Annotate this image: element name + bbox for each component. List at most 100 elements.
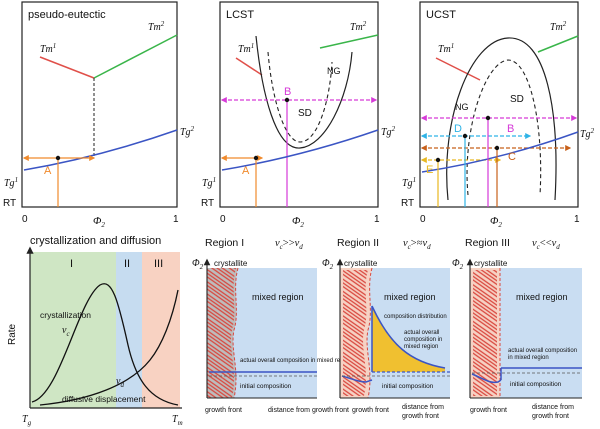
rate-diffusive-label: diffusive displacement <box>62 394 146 404</box>
panel1-tm1-label: Tm1 <box>40 42 56 55</box>
region1-growth-front: growth front <box>205 407 242 414</box>
region3-distance-2: growth front <box>532 413 569 420</box>
panel2-rt-label: RT <box>201 198 214 209</box>
region3-mixed-label: mixed region <box>516 292 568 302</box>
region3-crystallite-hatch <box>473 270 497 396</box>
panel-pseudo-eutectic: pseudo-eutectic A Tm1 Tm2 Tg1 Tg2 RT 0 1… <box>3 1 195 229</box>
panel-region-iii: Region III vc<<vd Φ2 crystallite mixed r… <box>452 237 582 420</box>
panel2-frame <box>219 1 379 208</box>
panel2-xlabel: Φ2 <box>292 215 304 229</box>
region1-initial-label: initial composition <box>240 383 292 390</box>
panel3-label-e: E <box>426 164 433 176</box>
rate-vc-label: vc <box>62 325 70 338</box>
region2-mixed-label: mixed region <box>384 292 436 302</box>
rate-vd-label: vd <box>116 376 124 389</box>
panel2-tm1-label: Tm1 <box>238 42 254 55</box>
panel3-tg-curve <box>421 131 579 173</box>
panel3-x0: 0 <box>420 214 426 225</box>
region2-initial-label: initial composition <box>382 383 434 390</box>
region1-crystallite-hatch <box>207 268 236 398</box>
region2-distance-1: distance from <box>402 404 444 411</box>
rate-diffusion-curve <box>39 289 179 406</box>
region3-phi-label: Φ2 <box>452 258 464 271</box>
region2-distribution-curve <box>371 305 446 369</box>
panel3-binodal-curve <box>446 37 557 201</box>
panel3-sd-label: SD <box>510 94 524 105</box>
region2-actual-label-3: mixed region <box>404 344 438 350</box>
panel3-label-b: B <box>507 123 514 135</box>
panel2-point-a <box>253 155 259 161</box>
panel1-xlabel: Φ2 <box>93 215 105 229</box>
rate-crystallization-label: crystallization <box>40 310 91 320</box>
panel3-rt-label: RT <box>401 198 414 209</box>
panel3-label-c: C <box>508 151 516 163</box>
panel2-tm2-line <box>319 34 379 49</box>
panel-ucst: UCST SD NG B D C E Tm1 Tm2 Tg1 Tg2 RT 0 … <box>401 1 595 229</box>
panel1-frame <box>21 1 178 208</box>
region1-actual-label: actual overall composition in mixed regi… <box>240 358 351 364</box>
panel1-tm1-line <box>39 56 95 79</box>
panel3-point-d <box>462 133 468 139</box>
panel2-title: LCST <box>226 9 254 21</box>
panel3-title: UCST <box>426 9 456 21</box>
rate-tg-label: Tg <box>22 414 32 427</box>
rate-ylabel: Rate <box>7 323 18 345</box>
panel3-tm1-label: Tm1 <box>438 42 454 55</box>
region1-distance: distance from growth front <box>268 407 349 414</box>
panel2-ng-label: NG <box>327 66 341 76</box>
rate-region-iii <box>142 252 180 408</box>
region1-crystallite-label: crystallite <box>214 259 248 268</box>
panel3-point-e <box>435 157 441 163</box>
panel1-title: pseudo-eutectic <box>28 9 106 21</box>
region3-actual-label-1: actual overall composition <box>508 348 577 354</box>
region1-phi-label: Φ2 <box>192 258 204 271</box>
panel2-tg-curve <box>221 129 379 171</box>
region3-distance-1: distance from <box>532 404 574 411</box>
panel2-label-b: B <box>284 86 291 98</box>
panel2-tm2-label: Tm2 <box>350 20 367 33</box>
region3-initial-label: initial composition <box>510 381 562 388</box>
panel2-b-bg <box>283 85 294 97</box>
panel2-label-a: A <box>242 165 250 177</box>
region2-actual-label-1: actual overall <box>404 330 439 336</box>
rate-region-ii <box>116 252 142 408</box>
panel1-x1: 1 <box>173 214 179 225</box>
region1-mixed-label: mixed region <box>252 292 304 302</box>
region2-condition: vc>≈vd <box>403 238 431 251</box>
panel-region-ii: Region II vc>≈vd Φ2 crystallite mixed re… <box>322 237 450 420</box>
region2-growth-boundary <box>366 267 373 399</box>
region2-crystallite-label: crystallite <box>344 259 378 268</box>
panel2-tm1-line <box>235 57 263 76</box>
rate-label-ii: II <box>124 258 130 270</box>
panel2-binodal-curve <box>255 35 353 149</box>
panel3-point-c <box>494 145 500 151</box>
rate-title: crystallization and diffusion <box>30 235 161 247</box>
panel-region-i: Region I vc>>vd Φ2 crystallite mixed reg… <box>192 237 351 414</box>
panel-lcst: LCST B SD NG A Tm1 Tm2 Tg1 Tg2 RT 0 1 Φ2 <box>201 1 396 229</box>
panel3-point-b <box>485 115 491 121</box>
rate-label-iii: III <box>154 258 163 270</box>
panel1-tm2-label: Tm2 <box>148 20 165 33</box>
region2-distribution-label: composition distribution <box>384 314 447 320</box>
panel2-sd-label: SD <box>298 108 312 119</box>
panel1-x0: 0 <box>22 214 28 225</box>
region3-depleted-curve <box>471 373 502 384</box>
panel3-tm2-line <box>537 35 579 53</box>
panel1-tg-curve <box>23 129 178 171</box>
panel3-x1: 1 <box>574 214 580 225</box>
panel1-tm2-line <box>93 34 178 79</box>
panel1-label-a: A <box>44 165 52 177</box>
rate-label-i: I <box>70 258 73 270</box>
region2-phi-label: Φ2 <box>322 258 334 271</box>
panel3-tm2-label: Tm2 <box>550 20 567 33</box>
region1-condition: vc>>vd <box>275 238 303 251</box>
panel3-tg2-label: Tg2 <box>580 127 595 140</box>
panel3-label-d: D <box>454 123 462 135</box>
panel2-point-b <box>284 97 290 103</box>
region3-title: Region III <box>465 237 510 249</box>
region3-crystallite-label: crystallite <box>474 259 508 268</box>
rate-crystallization-curve <box>31 283 179 406</box>
region2-distribution-fill <box>372 306 445 372</box>
panel3-tm1-line <box>435 57 481 81</box>
